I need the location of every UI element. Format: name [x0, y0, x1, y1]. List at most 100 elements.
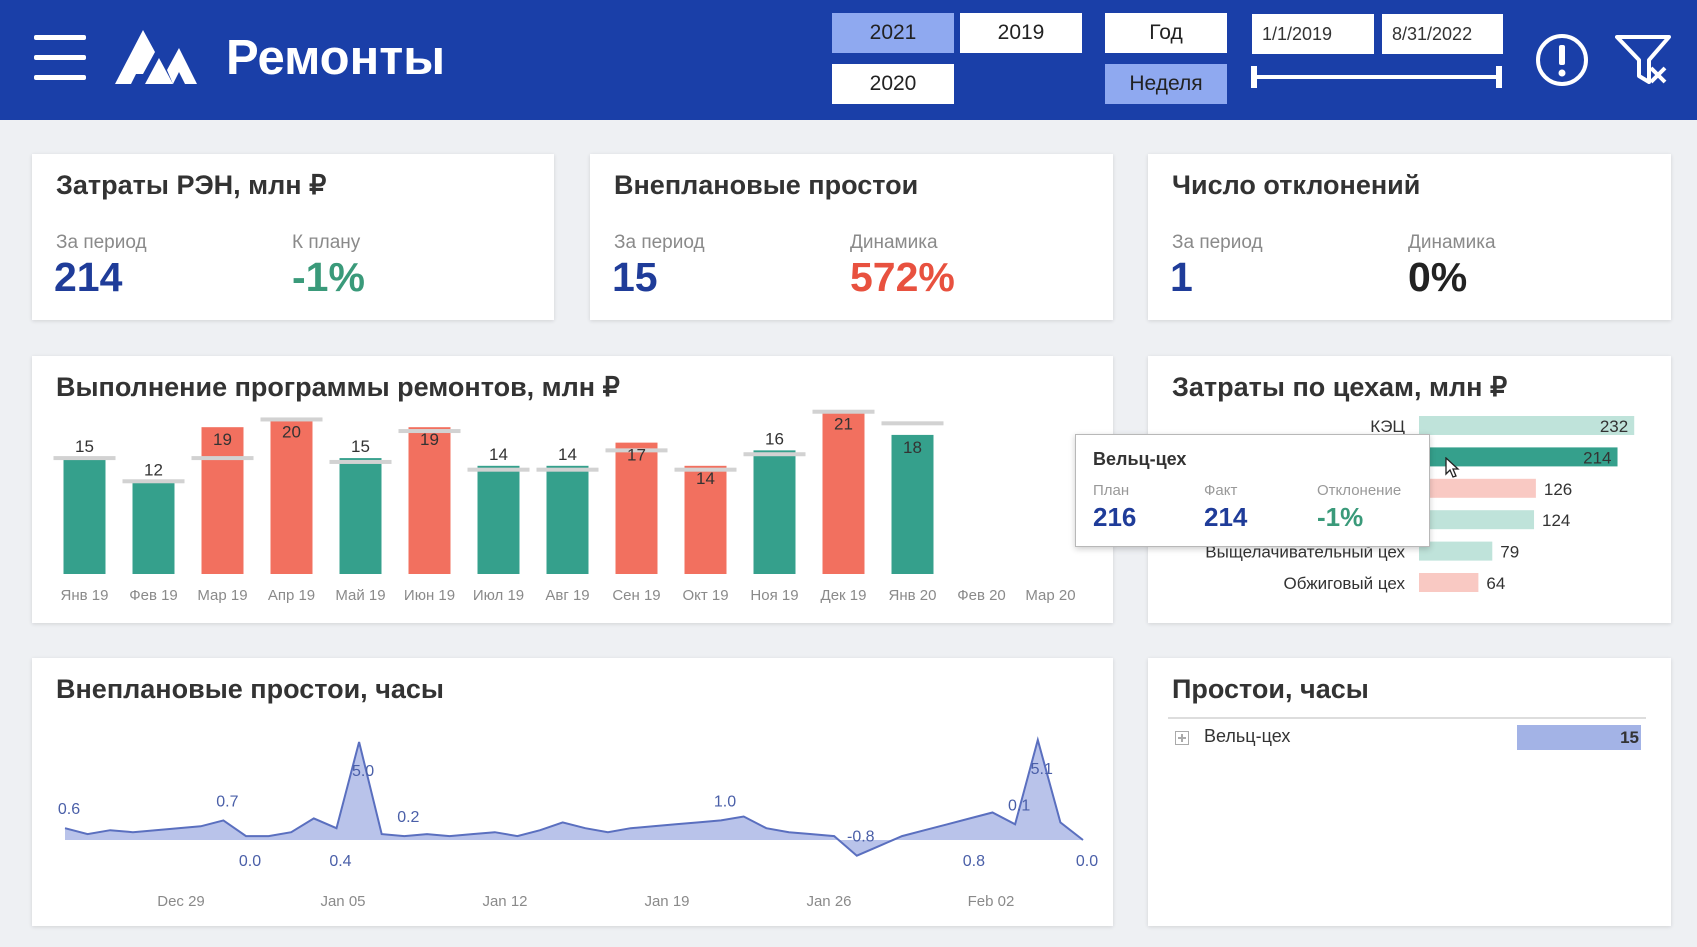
- top-bar: Ремонты 2021 2019 2020 Год Неделя 1/1/20…: [0, 0, 1697, 120]
- menu-icon[interactable]: [34, 35, 86, 81]
- shop-bar-value: 64: [1486, 574, 1505, 593]
- granularity-button-year[interactable]: Год: [1105, 13, 1227, 53]
- clear-filter-icon[interactable]: [1615, 34, 1671, 86]
- shop-bar-4[interactable]: [1419, 510, 1535, 530]
- bar-3[interactable]: [201, 427, 244, 574]
- bar-2[interactable]: [132, 481, 175, 574]
- chart-title: Выполнение программы ремонтов, млн ₽: [56, 372, 620, 402]
- bar-9[interactable]: [615, 442, 658, 574]
- x-tick-label: Июн 19: [404, 587, 455, 604]
- bar-8[interactable]: [546, 465, 589, 574]
- date-range-slider[interactable]: [1251, 75, 1501, 79]
- year-button-2020[interactable]: 2020: [832, 64, 954, 104]
- kpi-title: Число отклонений: [1172, 170, 1421, 200]
- plan-marker-10: [674, 467, 737, 472]
- bar-11[interactable]: [753, 450, 796, 574]
- bar-value-label: 12: [144, 460, 163, 479]
- kpi-value-period: 15: [612, 254, 658, 300]
- plan-marker-6: [398, 429, 461, 434]
- downtime-point-label: 0.4: [329, 853, 351, 870]
- year-button-2021[interactable]: 2021: [832, 13, 954, 53]
- date-slider-end-handle[interactable]: [1496, 66, 1502, 88]
- downtime-point-label: -0.8: [847, 829, 875, 846]
- bar-7[interactable]: [477, 465, 520, 574]
- tooltip-fact-label: Факт: [1204, 482, 1238, 499]
- bar-12[interactable]: [822, 411, 865, 574]
- bar-value-label: 14: [558, 445, 577, 464]
- kpi-title: Затраты РЭН, млн ₽: [56, 170, 327, 200]
- kpi-label-dynamics: Динамика: [850, 232, 938, 253]
- table-title: Простои, часы: [1172, 674, 1369, 704]
- tooltip-deviation-label: Отклонение: [1317, 482, 1402, 499]
- granularity-button-week[interactable]: Неделя: [1105, 64, 1227, 104]
- unplanned-downtime-area-chart[interactable]: 0.6 0.7 0.0 0.4 5.0 0.2 1.0 -0.8 0.8 0.1 5.1 0.0 Dec…: [32, 658, 1113, 926]
- bar-6[interactable]: [408, 427, 451, 574]
- kpi-label-period: За период: [56, 232, 147, 253]
- kpi-card-unplanned-downtime: Внеплановые простои За период 15 Динамик…: [590, 154, 1113, 320]
- bar-13[interactable]: [891, 434, 934, 574]
- x-tick-label: Мар 20: [1025, 587, 1075, 604]
- bar-value-label: 16: [765, 429, 784, 448]
- plan-marker-13: [881, 421, 944, 426]
- table-row-label[interactable]: Вельц-цех: [1204, 726, 1291, 746]
- table-row-value: 15: [1620, 728, 1639, 747]
- plan-marker-7: [467, 467, 530, 472]
- kpi-label-period: За период: [1172, 232, 1263, 253]
- kpi-value-period: 214: [54, 254, 123, 300]
- x-tick-label: Сен 19: [612, 587, 660, 604]
- chart-title: Внеплановые простои, часы: [56, 674, 444, 704]
- plan-marker-4: [260, 417, 323, 422]
- x-tick-label: Янв 20: [889, 587, 937, 604]
- x-tick-label: Май 19: [335, 587, 385, 604]
- mouse-pointer-icon: [1445, 457, 1460, 478]
- plan-marker-5: [329, 459, 392, 464]
- shop-bar-1[interactable]: [1419, 416, 1635, 435]
- expand-plus-icon[interactable]: [1175, 731, 1189, 745]
- kpi-label-period: За период: [614, 232, 705, 253]
- x-tick-label: Feb 02: [968, 893, 1015, 910]
- shop-costs-bar-chart[interactable]: 232КЭЦ214Вельц-цех12612479Выщелачиватель…: [1148, 356, 1671, 623]
- kpi-value-period: 1: [1170, 254, 1193, 300]
- shop-bar-5[interactable]: [1419, 541, 1493, 561]
- shop-bar-value: 124: [1542, 511, 1570, 530]
- shop-bar-value: 126: [1544, 480, 1572, 499]
- downtime-point-label: 0.1: [1008, 797, 1030, 814]
- date-to-input[interactable]: 8/31/2022: [1382, 14, 1503, 54]
- x-tick-label: Янв 19: [61, 587, 109, 604]
- bar-10[interactable]: [684, 465, 727, 574]
- alert-icon[interactable]: [1535, 33, 1589, 87]
- x-tick-label: Jan 19: [644, 893, 689, 910]
- bar-5[interactable]: [339, 458, 382, 574]
- plan-marker-9: [605, 448, 668, 453]
- tooltip-plan-label: План: [1093, 482, 1130, 499]
- downtime-table-card: Простои, часы: [1148, 658, 1671, 926]
- plan-marker-2: [122, 479, 185, 484]
- downtime-area-fill: [65, 740, 1083, 856]
- date-from-input[interactable]: 1/1/2019: [1252, 14, 1374, 54]
- x-tick-label: Фев 19: [129, 587, 178, 604]
- bar-value-label: 19: [213, 430, 232, 449]
- shop-bar-3[interactable]: [1419, 478, 1536, 498]
- shop-bar-value: 214: [1583, 448, 1611, 467]
- x-tick-label: Июл 19: [473, 587, 524, 604]
- repair-program-bar-chart[interactable]: 15 Янв 19 12 Фев 19 19 Мар 19 20 Апр 19 15 Май 19…: [32, 356, 1113, 623]
- bar-4[interactable]: [270, 419, 313, 574]
- kpi-label-plan: К плану: [292, 232, 361, 253]
- date-slider-start-handle[interactable]: [1251, 66, 1257, 88]
- bar-1[interactable]: [63, 458, 106, 574]
- bar-value-label: 15: [75, 437, 94, 456]
- x-tick-label: Апр 19: [268, 587, 315, 604]
- x-tick-label: Дек 19: [821, 587, 867, 604]
- kpi-card-costs: Затраты РЭН, млн ₽ За период 214 К плану…: [32, 154, 554, 320]
- kpi-card-deviations: Число отклонений За период 1 Динамика 0%: [1148, 154, 1671, 320]
- year-button-2019[interactable]: 2019: [960, 13, 1082, 53]
- shop-bar-6[interactable]: [1419, 573, 1479, 592]
- bar-value-label: 15: [351, 437, 370, 456]
- table-divider: [1168, 717, 1646, 719]
- shop-bar-2[interactable]: [1419, 447, 1618, 467]
- x-tick-label: Ноя 19: [750, 587, 798, 604]
- plan-marker-8: [536, 467, 599, 472]
- bar-value-label: 14: [489, 445, 508, 464]
- kpi-value-dynamics: 0%: [1408, 254, 1468, 300]
- bar-value-label: 18: [903, 438, 922, 457]
